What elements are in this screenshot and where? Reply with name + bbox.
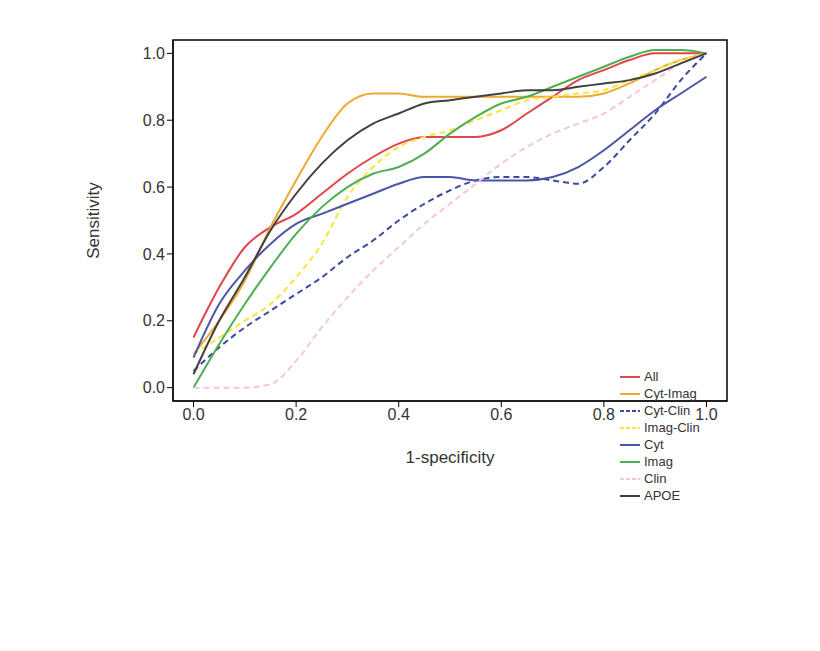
svg-text:1-specificity: 1-specificity [406,448,495,467]
svg-text:1.0: 1.0 [695,406,717,423]
html-text:Cyt-Imag: Cyt-Imag [644,386,697,401]
html-text:APOE: APOE [644,488,681,503]
svg-text:0.8: 0.8 [593,406,615,423]
svg-text:0.0: 0.0 [143,379,165,396]
html-text:Clin: Clin [644,471,667,486]
svg-text:0.4: 0.4 [143,246,165,263]
html-text:Cyt-Clin: Cyt-Clin [644,403,691,418]
svg-text:0.2: 0.2 [143,312,165,329]
svg-text:Sensitivity: Sensitivity [84,182,103,259]
html-text:Imag-Clin: Imag-Clin [644,420,700,435]
html-text:Cyt: Cyt [644,437,664,452]
svg-text:0.4: 0.4 [388,406,410,423]
html-text:Imag: Imag [644,454,673,469]
svg-text:0.6: 0.6 [490,406,512,423]
svg-text:1.0: 1.0 [143,45,165,62]
html-text:All: All [644,369,659,384]
svg-text:0.2: 0.2 [285,406,307,423]
svg-text:0.8: 0.8 [143,112,165,129]
svg-text:0.0: 0.0 [182,406,204,423]
svg-text:0.6: 0.6 [143,179,165,196]
